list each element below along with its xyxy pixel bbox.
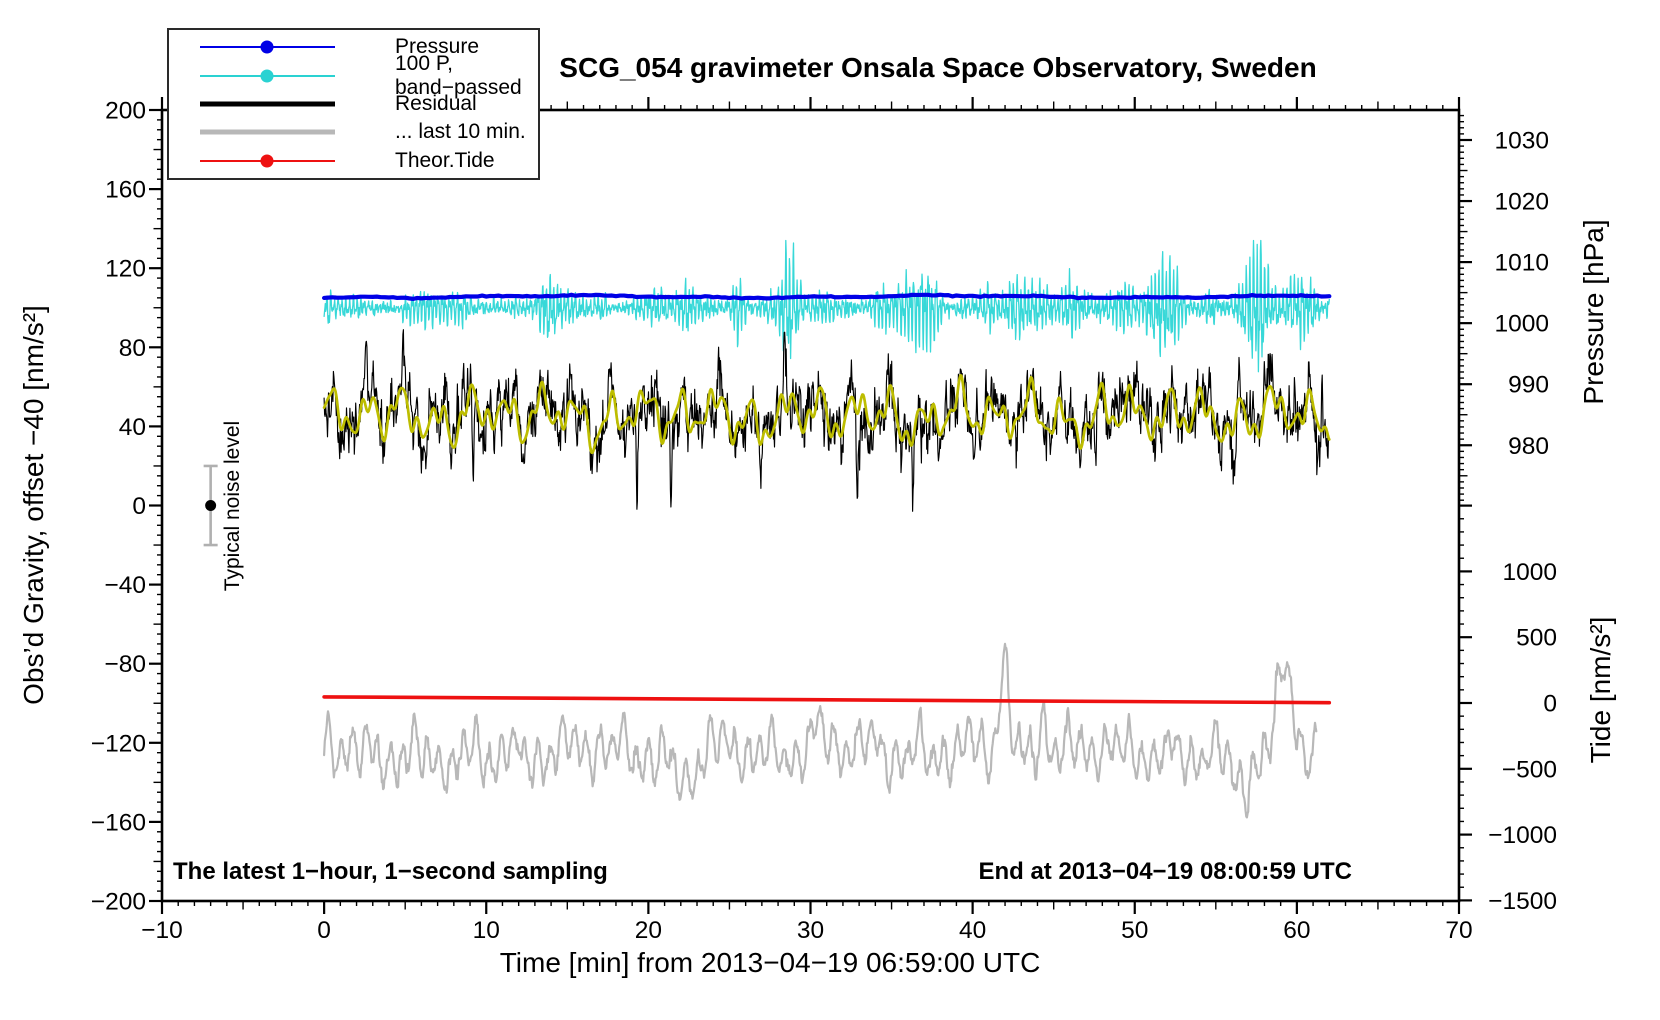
chart-title: SCG_054 gravimeter Onsala Space Observat… [559, 52, 1317, 83]
legend-line-sample [200, 153, 368, 169]
legend-item-label: Pressure [395, 35, 480, 59]
left-axis-tick-label: −160 [91, 809, 146, 836]
left-axis-tick-label: −120 [91, 730, 146, 757]
pressure-tick-label: 1000 [1494, 311, 1549, 338]
left-axis-tick-label: −40 [104, 572, 146, 599]
noise-marker-layer [203, 464, 218, 547]
tide-tick-label: 1000 [1502, 559, 1557, 586]
tide-tick-label: −1500 [1488, 888, 1557, 915]
left-axis-tick-label: −200 [91, 889, 146, 916]
axis-ticks-layer [149, 97, 1472, 914]
legend-item: ... last 10 min. [169, 118, 538, 146]
plot-frame-layer [160, 108, 1461, 903]
left-axis-tick-label: 80 [119, 335, 146, 362]
legend-dot-marker [260, 154, 274, 168]
legend-line [200, 101, 335, 107]
legend-dot-marker [260, 40, 274, 54]
plot-frame [160, 108, 1461, 903]
legend-item: 100 P, band−passed [169, 52, 538, 99]
left-axis-tick-label: 40 [119, 414, 146, 441]
tide-tick-label: −500 [1502, 756, 1557, 783]
end-time-note: End at 2013−04−19 08:00:59 UTC [978, 858, 1352, 885]
legend-dot-marker [260, 69, 274, 83]
noise-center-dot [205, 500, 217, 511]
chart-series-layer [322, 239, 1332, 819]
left-axis-tick-label: 160 [105, 177, 146, 204]
legend-line-sample [200, 39, 368, 55]
series-last-10-min [323, 642, 1318, 819]
left-y-axis-title: Obs’d Gravity, offset −40 [nm/s²] [18, 305, 49, 705]
typical-noise-level-label: Typical noise level [221, 420, 244, 592]
legend-item-label: Residual [395, 91, 477, 115]
x-axis-tick-label: 0 [317, 917, 331, 944]
legend-box: Pressure 100 P, band−passed Residual ... la… [167, 28, 540, 180]
left-axis-tick-label: −80 [104, 651, 146, 678]
series-100-p-band-passed [323, 239, 1330, 373]
legend-item-label: ... last 10 min. [395, 120, 526, 144]
left-axis-tick-label: 120 [105, 256, 146, 283]
tide-tick-label: 0 [1543, 691, 1557, 718]
pressure-axis-title: Pressure [hPa] [1578, 219, 1609, 405]
legend-line [200, 129, 335, 135]
legend-line-sample [200, 124, 368, 140]
x-axis-tick-label: 10 [473, 917, 500, 944]
x-axis-title: Time [min] from 2013−04−19 06:59:00 UTC [499, 947, 1041, 978]
pressure-tick-label: 990 [1508, 372, 1549, 399]
series-residual-smoothed [322, 374, 1331, 455]
sampling-note: The latest 1−hour, 1−second sampling [173, 858, 608, 885]
tide-tick-label: −1000 [1488, 822, 1557, 849]
x-axis-tick-label: 20 [635, 917, 662, 944]
x-axis-tick-label: 30 [797, 917, 824, 944]
x-axis-tick-label: 50 [1121, 917, 1148, 944]
legend-item: Theor.Tide [169, 147, 538, 175]
left-axis-tick-label: 0 [132, 493, 146, 520]
legend-line-sample [200, 96, 368, 112]
legend-item: Pressure [169, 33, 538, 61]
pressure-tick-label: 980 [1508, 433, 1549, 460]
legend-item-label: 100 P, band−passed [395, 51, 522, 99]
legend-item-label: Theor.Tide [395, 148, 495, 172]
series-pressure [322, 292, 1332, 301]
series-theor-tide [322, 695, 1332, 705]
legend-item: Residual [169, 90, 538, 118]
tide-axis-title: Tide [nm/s²] [1585, 616, 1616, 764]
tide-tick-label: 500 [1516, 625, 1557, 652]
pressure-tick-label: 1020 [1494, 189, 1549, 216]
x-axis-tick-label: 40 [959, 917, 986, 944]
x-axis-tick-label: 60 [1283, 917, 1310, 944]
x-axis-tick-label: −10 [141, 917, 183, 944]
legend-line-sample [200, 68, 368, 84]
x-axis-tick-label: 70 [1445, 917, 1472, 944]
pressure-tick-label: 1010 [1494, 250, 1549, 277]
left-axis-tick-label: 200 [105, 98, 146, 125]
pressure-tick-label: 1030 [1494, 128, 1549, 155]
